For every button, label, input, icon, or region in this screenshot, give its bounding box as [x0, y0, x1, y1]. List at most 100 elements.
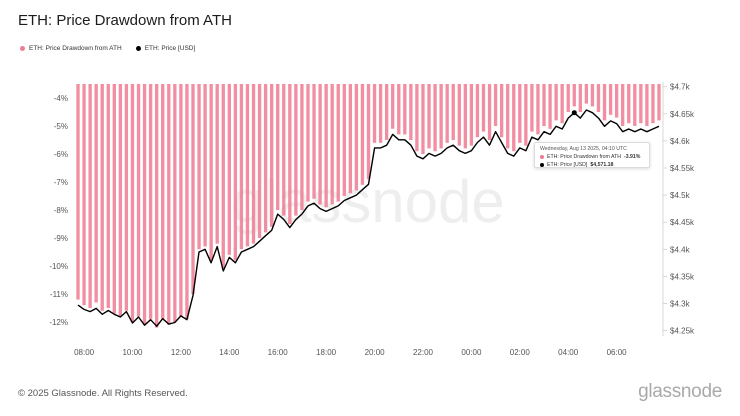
drawdown-bar: [499, 84, 504, 138]
drawdown-bar: [651, 84, 655, 124]
drawdown-bar: [409, 84, 413, 140]
drawdown-bar: [403, 84, 407, 135]
x-axis-tick-label: 04:00: [558, 348, 579, 357]
drawdown-bar: [348, 84, 353, 194]
drawdown-bar: [221, 84, 225, 269]
drawdown-bar: [657, 84, 661, 121]
drawdown-bar: [487, 84, 492, 140]
drawdown-bar: [118, 84, 123, 317]
drawdown-bar: [457, 84, 461, 146]
drawdown-bar: [596, 84, 601, 112]
drawdown-bar: [197, 84, 201, 250]
drawdown-bar: [572, 84, 576, 107]
drawdown-bar: [560, 84, 564, 124]
drawdown-bar: [142, 84, 147, 325]
drawdown-bar: [384, 84, 389, 140]
drawdown-bar: [233, 84, 238, 261]
drawdown-bar: [530, 84, 534, 132]
drawdown-bar: [306, 84, 310, 202]
tooltip-value-drawdown: -3.91%: [623, 154, 641, 160]
drawdown-bar: [336, 84, 340, 202]
drawdown-bar: [330, 84, 334, 205]
drawdown-bar: [354, 84, 359, 191]
chart-title: ETH: Price Drawdown from ATH: [18, 12, 232, 29]
drawdown-bar: [227, 84, 231, 255]
legend-swatch-price: [135, 46, 141, 51]
legend-item-drawdown[interactable]: ETH: Price Drawdown from ATH: [20, 45, 122, 52]
drawdown-bar: [179, 84, 183, 317]
x-axis-tick-label: 12:00: [171, 348, 192, 357]
x-axis-tick-label: 10:00: [122, 348, 143, 357]
drawdown-bar: [639, 84, 643, 124]
drawdown-bar: [578, 84, 582, 112]
tooltip-date: Wednesday, Aug 13 2025, 04:10 UTC: [540, 146, 627, 152]
drawdown-bar: [439, 84, 443, 149]
drawdown-bar: [148, 84, 153, 320]
drawdown-bar: [463, 84, 467, 149]
drawdown-bar: [88, 84, 92, 308]
chart-tooltip: Wednesday, Aug 13 2025, 04:10 UTC ETH: P…: [534, 142, 650, 168]
drawdown-bar: [493, 84, 498, 126]
left-axis-tick-label: -4%: [54, 94, 68, 103]
drawdown-bar: [421, 84, 425, 154]
left-axis-tick-label: -7%: [54, 178, 68, 187]
drawdown-bar: [427, 84, 431, 149]
right-axis-tick-label: $4.3k: [670, 300, 691, 309]
left-axis-tick-label: -8%: [54, 206, 68, 215]
tooltip-label-drawdown: ETH: Price Drawdown from ATH: [547, 154, 621, 160]
right-axis-tick-label: $4.4k: [670, 245, 691, 254]
drawdown-bar: [536, 84, 540, 135]
legend-item-price[interactable]: ETH: Price [USD]: [135, 45, 195, 52]
copyright-text: © 2025 Glassnode. All Rights Reserved.: [18, 388, 188, 399]
x-axis-tick-label: 22:00: [413, 348, 434, 357]
left-axis-tick-label: -9%: [54, 234, 68, 243]
drawdown-bar: [342, 84, 346, 196]
tooltip-label-price: ETH: Price [USD]: [547, 162, 588, 168]
drawdown-bar: [270, 84, 274, 227]
tooltip-row-drawdown: ETH: Price Drawdown from ATH -3.91%: [540, 154, 644, 160]
drawdown-bar: [215, 84, 219, 244]
tooltip-swatch-drawdown: [540, 155, 544, 159]
drawdown-bar: [209, 84, 213, 261]
drawdown-bar: [633, 84, 637, 126]
drawdown-bar: [433, 84, 437, 152]
right-axis-tick-label: $4.65k: [670, 110, 695, 119]
x-axis-tick-label: 02:00: [510, 348, 531, 357]
tooltip-row-price: ETH: Price [USD] $4,571.18: [540, 162, 644, 168]
drawdown-bar: [263, 84, 268, 233]
drawdown-bar: [360, 84, 365, 185]
drawdown-bar: [397, 84, 401, 135]
x-axis-tick-label: 18:00: [316, 348, 337, 357]
tooltip-value-price: $4,571.18: [590, 162, 614, 168]
drawdown-bar: [282, 84, 286, 216]
drawdown-bar: [288, 84, 292, 224]
drawdown-bar: [415, 84, 419, 152]
x-axis-tick-label: 00:00: [461, 348, 482, 357]
legend-label-drawdown: ETH: Price Drawdown from ATH: [29, 45, 122, 52]
drawdown-bar: [518, 84, 522, 143]
hover-marker: [571, 110, 577, 116]
drawdown-bar: [94, 84, 98, 303]
drawdown-bar: [257, 84, 262, 238]
drawdown-bar: [161, 84, 165, 320]
drawdown-bar: [76, 84, 80, 300]
drawdown-bar: [294, 84, 298, 216]
drawdown-bar: [173, 84, 177, 322]
drawdown-bar: [372, 84, 377, 143]
x-axis-tick-label: 14:00: [219, 348, 240, 357]
right-axis-tick-label: $4.5k: [670, 191, 691, 200]
drawdown-bar: [566, 84, 570, 112]
right-axis-tick-label: $4.55k: [670, 164, 695, 173]
drawdown-bar: [590, 84, 595, 107]
drawdown-bar: [251, 84, 256, 244]
drawdown-bar: [445, 84, 449, 143]
drawdown-bar: [506, 84, 510, 149]
x-axis-tick-label: 08:00: [74, 348, 95, 357]
drawdown-bar: [451, 84, 455, 140]
drawdown-bar: [469, 84, 474, 146]
right-axis-tick-label: $4.7k: [670, 83, 691, 92]
drawdown-bar: [239, 84, 244, 250]
x-axis-tick-label: 20:00: [365, 348, 386, 357]
drawdown-bar: [203, 84, 207, 247]
